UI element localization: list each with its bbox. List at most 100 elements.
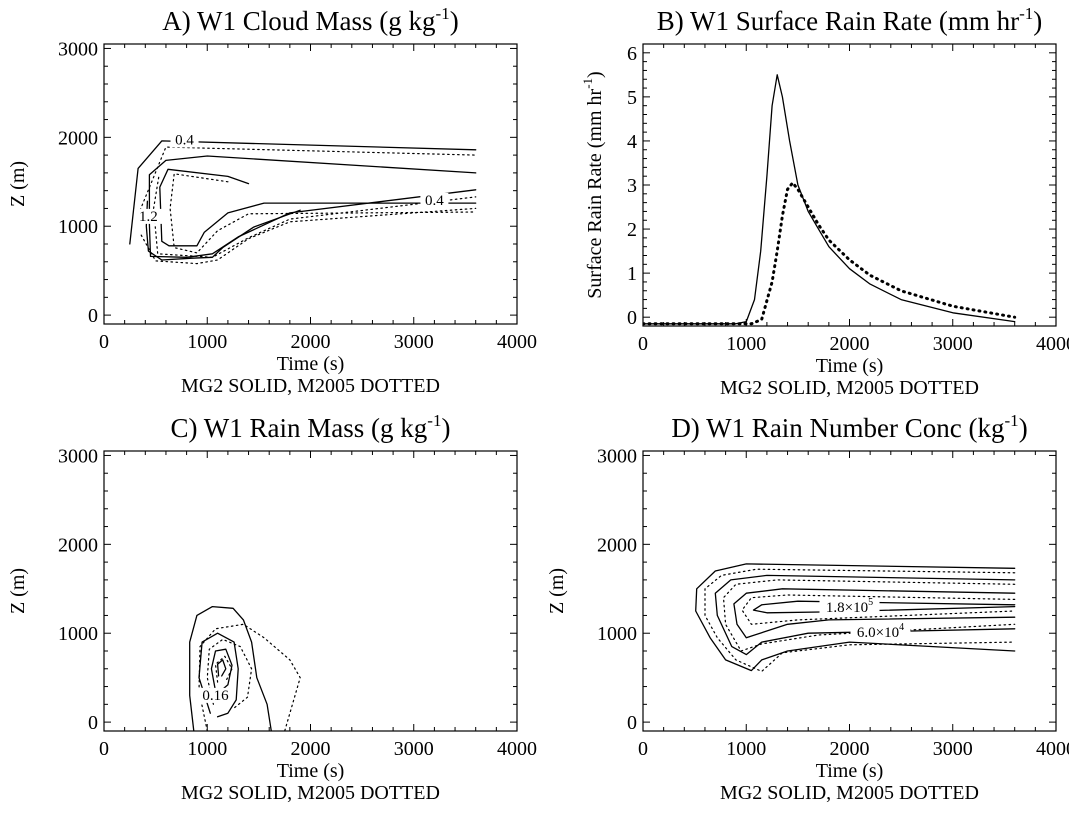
mg2-solid-contour-line	[198, 632, 239, 718]
y-tick-label: 0	[88, 305, 98, 327]
x-tick-label: 1000	[187, 331, 227, 353]
y-tick-label: 1000	[58, 623, 98, 645]
panel-title: A) W1 Cloud Mass (g kg-1)	[162, 4, 458, 36]
mg2-solid-contour-line	[210, 648, 233, 693]
contour-label-bg	[134, 208, 163, 224]
y-tick-label: 3000	[597, 445, 637, 467]
mg2-solid-contour-line	[733, 588, 1016, 639]
x-tick-label: 1000	[726, 333, 766, 355]
x-tick-label: 0	[99, 738, 109, 760]
mg2-solid-contour-line	[189, 605, 272, 731]
mg2-solid-contour-line	[695, 563, 1016, 672]
x-tick-label: 2000	[830, 738, 870, 760]
plot-frame	[642, 43, 1057, 327]
y-tick-label: 2000	[58, 534, 98, 556]
figure-caption: MG2 SOLID, M2005 DOTTED	[181, 782, 440, 804]
y-axis-label: Z (m)	[546, 568, 568, 614]
x-tick-label: 0	[638, 738, 648, 760]
figure-caption: MG2 SOLID, M2005 DOTTED	[720, 377, 979, 399]
y-axis-label: Surface Rain Rate (mm hr-1)	[580, 71, 606, 298]
x-tick-label: 2000	[830, 333, 870, 355]
panel-b: B) W1 Surface Rain Rate (mm hr-1)0 1000 20…	[580, 4, 1069, 399]
plot-frame	[103, 43, 518, 325]
y-tick-label: 5	[627, 87, 637, 109]
plot-frame	[642, 450, 1057, 732]
mg2-solid-contour-line	[714, 574, 1016, 656]
x-axis-label: Time (s)	[277, 353, 345, 375]
contour-label: 6.0×104	[857, 622, 904, 641]
m2005-dotted-contour-line	[139, 146, 477, 211]
contour-label-bg	[850, 624, 911, 640]
y-tick-label: 0	[627, 712, 637, 734]
x-tick-label: 0	[99, 331, 109, 353]
figure-caption: MG2 SOLID, M2005 DOTTED	[181, 375, 440, 397]
panel-title: C) W1 Rain Mass (g kg-1)	[171, 411, 451, 443]
contour-label-bg	[170, 132, 199, 148]
x-axis-label: Time (s)	[277, 760, 345, 782]
x-axis-label: Time (s)	[816, 760, 884, 782]
plot-area	[643, 74, 1017, 326]
y-tick-label: 0	[88, 712, 98, 734]
y-tick-label: 6	[627, 43, 637, 65]
y-tick-label: 1	[627, 263, 637, 285]
m2005-dotted-rain-rate-line	[643, 181, 1017, 326]
y-tick-label: 2000	[597, 534, 637, 556]
m2005-dotted-contour-line	[140, 207, 477, 265]
contour-label: 1.8×105	[826, 597, 873, 616]
m2005-dotted-contour-line	[153, 176, 477, 258]
x-axis-label: Time (s)	[816, 355, 884, 377]
m2005-dotted-contour-line	[214, 655, 233, 683]
mg2-solid-contour-line	[148, 155, 477, 258]
y-tick-label: 2000	[58, 127, 98, 149]
x-tick-label: 0	[638, 333, 648, 355]
plot-area	[695, 563, 1016, 672]
x-tick-label: 3000	[394, 331, 434, 353]
x-tick-label: 1000	[726, 738, 766, 760]
panel-title: D) W1 Rain Number Conc (kg-1)	[671, 411, 1027, 443]
panel-a: A) W1 Cloud Mass (g kg-1) 0 1000 2000 3000 40…	[7, 4, 537, 397]
figure-caption: MG2 SOLID, M2005 DOTTED	[720, 782, 979, 804]
m2005-dotted-contour-line	[169, 173, 477, 254]
x-tick-label: 2000	[291, 331, 331, 353]
contour-label-bg	[420, 192, 449, 208]
x-tick-label: 3000	[394, 738, 434, 760]
panel-title: B) W1 Surface Rain Rate (mm hr-1)	[657, 4, 1043, 36]
y-tick-label: 3000	[58, 445, 98, 467]
mg2-solid-contour-line	[752, 600, 1016, 614]
panel-c: C) W1 Rain Mass (g kg-1) 0 1000 2000 3000 400…	[7, 411, 537, 804]
mg2-solid-contour-line	[145, 200, 301, 261]
m2005-dotted-contour-line	[722, 579, 1016, 652]
mg2-solid-contour-line	[159, 168, 477, 247]
y-tick-label: 2	[627, 219, 637, 241]
y-axis-label: Z (m)	[7, 568, 29, 614]
x-tick-label: 2000	[291, 738, 331, 760]
y-tick-label: 3	[627, 175, 637, 197]
contour-label-bg	[197, 687, 234, 703]
plot-area	[129, 140, 477, 265]
x-tick-label: 4000	[1036, 738, 1069, 760]
x-tick-label: 4000	[497, 738, 537, 760]
contour-label-bg	[819, 599, 880, 615]
y-tick-label: 1000	[58, 216, 98, 238]
x-tick-label: 1000	[187, 738, 227, 760]
panel-d: D) W1 Rain Number Conc (kg-1) 0 1000 2000 30…	[546, 411, 1069, 804]
x-tick-label: 3000	[933, 738, 973, 760]
plot-frame	[103, 450, 518, 732]
x-tick-label: 4000	[497, 331, 537, 353]
mg2-solid-rain-rate-line	[643, 74, 1016, 325]
mg2-solid-contour-line	[129, 140, 477, 245]
contour-label: 1.2	[139, 209, 158, 225]
mg2-solid-contour-line	[216, 659, 227, 677]
y-tick-label: 1000	[597, 623, 637, 645]
m2005-dotted-contour-line	[198, 623, 301, 731]
y-tick-label: 4	[627, 131, 637, 153]
contour-label: 0.4	[175, 132, 194, 148]
contour-label: 0.16	[202, 688, 229, 704]
y-tick-label: 0	[627, 307, 637, 329]
plot-area	[189, 605, 301, 731]
x-tick-label: 3000	[933, 333, 973, 355]
y-tick-label: 3000	[58, 38, 98, 60]
m2005-dotted-contour-line	[704, 568, 1016, 672]
contour-label: 0.4	[425, 193, 444, 209]
